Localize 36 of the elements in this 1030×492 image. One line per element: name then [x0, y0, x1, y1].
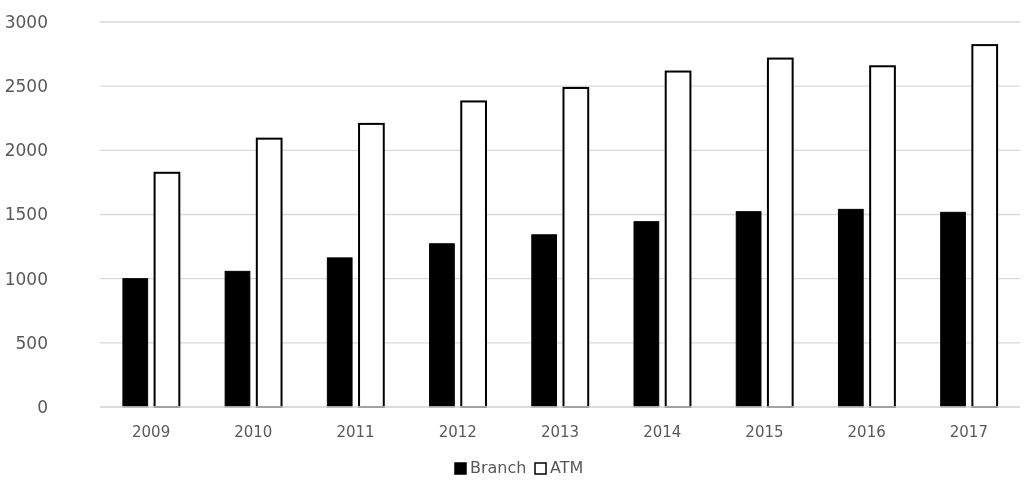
bar: [837, 208, 864, 408]
bar: [224, 270, 251, 408]
bar: [429, 243, 455, 408]
bar: [633, 221, 660, 408]
bar: [153, 171, 181, 408]
legend-label: ATM: [550, 458, 584, 477]
bar: [255, 137, 283, 408]
bar: [869, 65, 896, 408]
x-tick-label: 2009: [132, 423, 171, 441]
x-tick-label: 2016: [847, 423, 886, 441]
bar: [562, 86, 590, 408]
x-tick-label: 2014: [643, 423, 682, 441]
bar: [122, 278, 149, 408]
bar: [460, 100, 487, 408]
y-tick-label: 0: [37, 396, 48, 417]
y-tick-label: 3000: [4, 11, 48, 32]
x-tick-label: 2017: [949, 423, 988, 441]
x-tick-label: 2015: [745, 423, 784, 441]
bar: [531, 234, 558, 408]
bar: [971, 44, 999, 408]
y-tick-label: 1500: [4, 204, 48, 225]
x-tick-label: 2012: [438, 423, 477, 441]
bar: [766, 57, 794, 408]
x-tick-label: 2011: [336, 423, 375, 441]
bar: [326, 257, 353, 408]
x-tick-label: 2013: [540, 423, 580, 441]
y-tick-label: 500: [15, 332, 48, 353]
bar: [735, 211, 762, 408]
bar: [358, 122, 385, 408]
x-tick-label: 2010: [234, 423, 273, 441]
bar: [664, 70, 692, 408]
y-tick-label: 2500: [4, 76, 48, 97]
bar: [940, 211, 966, 408]
y-tick-label: 1000: [4, 268, 48, 289]
y-tick-label: 2000: [4, 140, 48, 161]
legend-label: Branch: [470, 458, 527, 477]
